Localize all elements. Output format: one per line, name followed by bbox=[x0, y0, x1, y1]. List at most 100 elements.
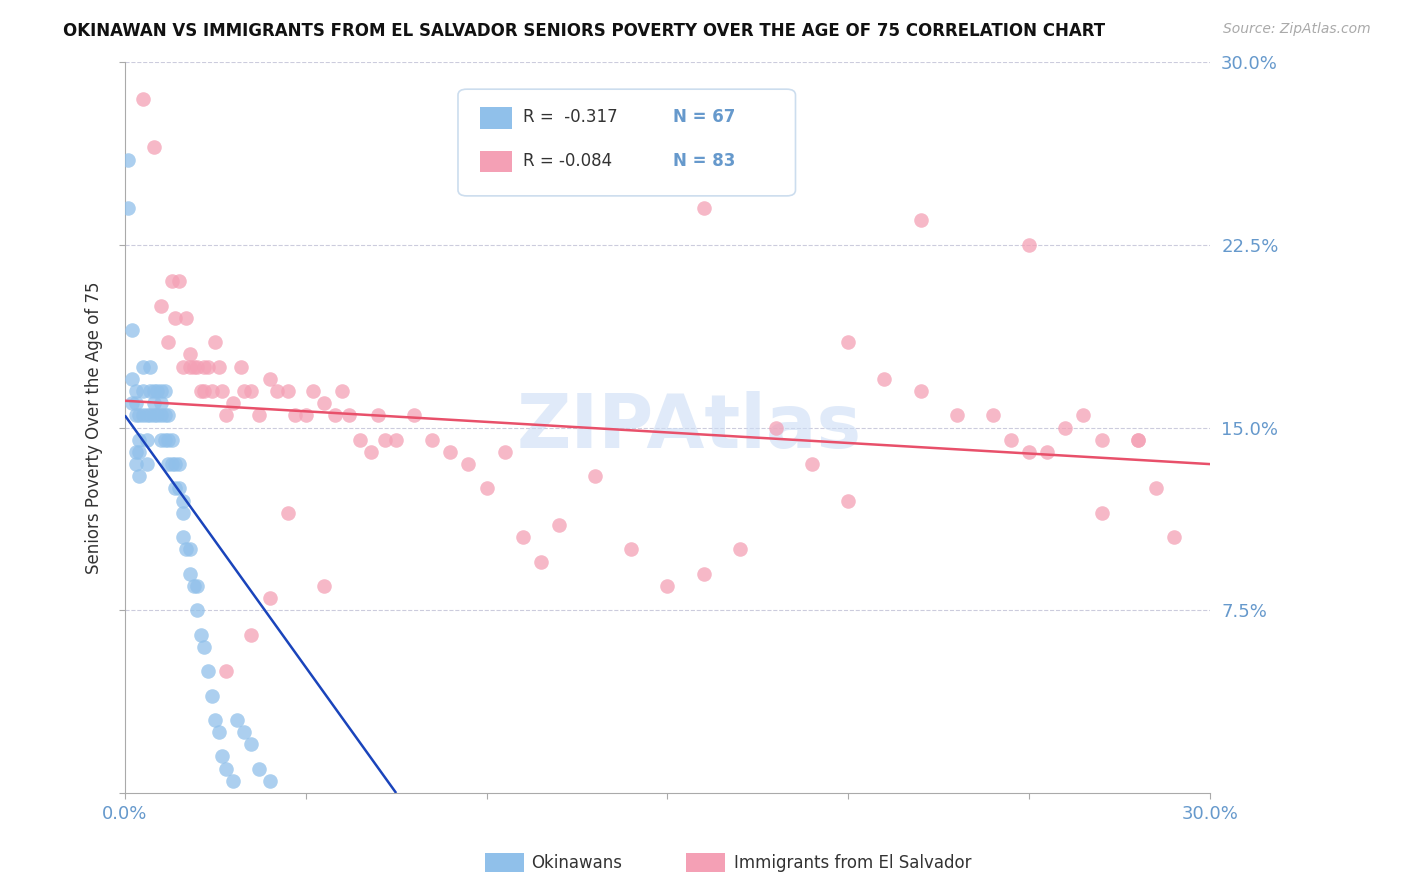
Point bbox=[765, 420, 787, 434]
Point bbox=[197, 359, 219, 374]
Point bbox=[146, 409, 169, 423]
Point bbox=[117, 202, 139, 216]
Text: N = 83: N = 83 bbox=[673, 152, 735, 169]
Point bbox=[132, 409, 155, 423]
Point bbox=[121, 323, 143, 337]
Point bbox=[208, 725, 231, 739]
Point bbox=[277, 506, 299, 520]
Point bbox=[349, 433, 371, 447]
Point bbox=[294, 409, 316, 423]
Point bbox=[125, 457, 148, 471]
Point bbox=[172, 359, 194, 374]
Point bbox=[179, 542, 201, 557]
Point bbox=[910, 384, 932, 398]
Point bbox=[222, 396, 245, 410]
Point bbox=[475, 482, 498, 496]
Point bbox=[302, 384, 325, 398]
Point bbox=[494, 445, 516, 459]
Point bbox=[1018, 445, 1040, 459]
Point bbox=[1073, 409, 1095, 423]
Point bbox=[176, 542, 198, 557]
Point bbox=[150, 384, 173, 398]
Point bbox=[233, 725, 256, 739]
Point bbox=[179, 359, 201, 374]
Text: R =  -0.317: R = -0.317 bbox=[523, 108, 617, 126]
Point bbox=[186, 603, 208, 617]
Point bbox=[172, 530, 194, 544]
FancyBboxPatch shape bbox=[458, 89, 796, 196]
Point bbox=[1144, 482, 1167, 496]
Point bbox=[620, 542, 643, 557]
Point bbox=[179, 566, 201, 581]
Point bbox=[360, 445, 382, 459]
Point bbox=[229, 359, 252, 374]
Point bbox=[142, 384, 165, 398]
Point bbox=[128, 445, 150, 459]
Point bbox=[946, 409, 969, 423]
Point bbox=[837, 493, 859, 508]
Point bbox=[201, 689, 224, 703]
Bar bbox=[479, 151, 512, 172]
Point bbox=[153, 384, 176, 398]
Point bbox=[121, 396, 143, 410]
Point bbox=[139, 409, 162, 423]
Point bbox=[1090, 506, 1112, 520]
Point bbox=[165, 482, 187, 496]
Text: ZIPAtlas: ZIPAtlas bbox=[516, 391, 862, 464]
Point bbox=[692, 566, 714, 581]
Point bbox=[183, 359, 205, 374]
Point bbox=[139, 359, 162, 374]
Point bbox=[374, 433, 396, 447]
Point bbox=[259, 773, 281, 788]
Point bbox=[153, 409, 176, 423]
Point bbox=[193, 359, 215, 374]
Point bbox=[139, 384, 162, 398]
Point bbox=[259, 372, 281, 386]
Point bbox=[266, 384, 288, 398]
Point bbox=[583, 469, 606, 483]
Point bbox=[240, 737, 263, 751]
Point bbox=[692, 202, 714, 216]
Point bbox=[172, 506, 194, 520]
Point bbox=[208, 359, 231, 374]
Point bbox=[142, 396, 165, 410]
Point bbox=[233, 384, 256, 398]
Point bbox=[1000, 433, 1022, 447]
Point bbox=[312, 579, 335, 593]
Point bbox=[157, 335, 180, 350]
Point bbox=[157, 433, 180, 447]
Point bbox=[176, 310, 198, 325]
Point bbox=[204, 335, 226, 350]
Text: N = 67: N = 67 bbox=[673, 108, 735, 126]
Point bbox=[150, 396, 173, 410]
Point bbox=[167, 457, 190, 471]
Point bbox=[910, 213, 932, 227]
Point bbox=[157, 409, 180, 423]
Point bbox=[128, 433, 150, 447]
Point bbox=[981, 409, 1004, 423]
Point bbox=[1126, 433, 1149, 447]
Point bbox=[204, 713, 226, 727]
Point bbox=[211, 384, 233, 398]
Point bbox=[330, 384, 353, 398]
Point bbox=[135, 433, 157, 447]
Point bbox=[873, 372, 896, 386]
Point bbox=[121, 372, 143, 386]
Point bbox=[247, 409, 270, 423]
Point bbox=[132, 384, 155, 398]
Point bbox=[1018, 237, 1040, 252]
Point bbox=[179, 347, 201, 361]
Point bbox=[284, 409, 307, 423]
Point bbox=[160, 457, 183, 471]
Point bbox=[530, 555, 553, 569]
Point bbox=[247, 762, 270, 776]
Point bbox=[157, 457, 180, 471]
Point bbox=[312, 396, 335, 410]
Point bbox=[193, 640, 215, 654]
Point bbox=[125, 409, 148, 423]
Point bbox=[132, 92, 155, 106]
Point bbox=[190, 384, 212, 398]
Point bbox=[193, 384, 215, 398]
Point bbox=[385, 433, 408, 447]
Point bbox=[160, 433, 183, 447]
